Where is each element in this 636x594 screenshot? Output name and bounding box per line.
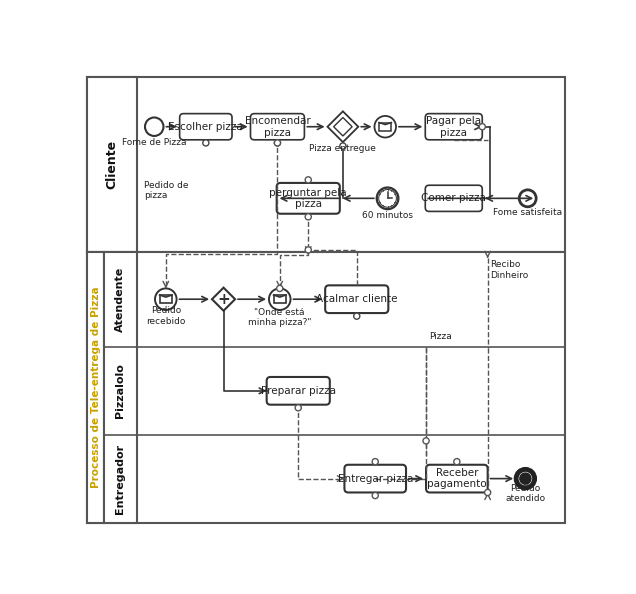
Text: Entregar pizza: Entregar pizza [338, 473, 413, 484]
Circle shape [372, 492, 378, 498]
Text: Receber
pagamento: Receber pagamento [427, 468, 487, 489]
Text: Fome satisfeita: Fome satisfeita [493, 208, 562, 217]
Bar [160, 295, 172, 304]
Text: 60 minutos: 60 minutos [362, 211, 413, 220]
Text: Entregador: Entregador [115, 444, 125, 514]
FancyBboxPatch shape [325, 285, 389, 313]
Circle shape [340, 143, 346, 149]
Text: Pizza entregue: Pizza entregue [310, 144, 377, 153]
Text: Pizza: Pizza [429, 331, 452, 341]
Circle shape [354, 313, 360, 319]
Circle shape [519, 190, 536, 207]
Circle shape [378, 189, 396, 207]
Circle shape [295, 405, 301, 411]
Polygon shape [334, 118, 352, 136]
Circle shape [305, 177, 311, 183]
Polygon shape [328, 111, 358, 142]
Circle shape [145, 118, 163, 136]
Circle shape [423, 438, 429, 444]
Circle shape [305, 214, 311, 220]
Circle shape [485, 489, 491, 495]
FancyBboxPatch shape [251, 113, 305, 140]
Circle shape [516, 469, 535, 488]
Text: "Onde está
minha pizza?": "Onde está minha pizza?" [248, 308, 312, 327]
Bar [87, 77, 565, 252]
Text: Recibo: Recibo [490, 260, 520, 269]
Text: Pedido
atendido: Pedido atendido [506, 484, 546, 503]
FancyBboxPatch shape [425, 185, 482, 211]
Bar [87, 252, 565, 523]
Text: Atendente: Atendente [115, 267, 125, 332]
Bar [273, 295, 286, 304]
Text: Preparar pizza: Preparar pizza [261, 386, 336, 396]
Bar [87, 252, 104, 523]
Circle shape [305, 247, 311, 253]
Circle shape [155, 289, 177, 310]
Text: Pedido de
pizza: Pedido de pizza [144, 181, 189, 200]
Circle shape [269, 289, 291, 310]
Bar [87, 77, 137, 252]
Text: perguntar pela
pizza: perguntar pela pizza [270, 188, 347, 209]
Circle shape [479, 124, 485, 130]
Text: Pedido
recebido: Pedido recebido [146, 307, 186, 326]
Circle shape [520, 473, 531, 484]
Circle shape [372, 459, 378, 465]
Circle shape [377, 188, 398, 209]
Text: Cliente: Cliente [106, 140, 118, 189]
Bar [379, 122, 391, 131]
Text: Encomendar
pizza: Encomendar pizza [245, 116, 310, 138]
Circle shape [274, 140, 280, 146]
Bar [104, 252, 137, 523]
FancyBboxPatch shape [179, 113, 232, 140]
Circle shape [453, 459, 460, 465]
FancyBboxPatch shape [266, 377, 330, 405]
Text: Comer pizza: Comer pizza [421, 193, 486, 203]
Text: Pizzalolo: Pizzalolo [115, 364, 125, 418]
Text: Escolher pizza: Escolher pizza [169, 122, 243, 132]
Circle shape [203, 140, 209, 146]
Polygon shape [212, 287, 235, 311]
Text: Fome de Pizza: Fome de Pizza [122, 138, 186, 147]
Circle shape [375, 116, 396, 137]
FancyBboxPatch shape [345, 465, 406, 492]
Text: Acalmar cliente: Acalmar cliente [316, 294, 398, 304]
Text: Dinheiro: Dinheiro [490, 271, 529, 280]
Circle shape [277, 285, 283, 292]
FancyBboxPatch shape [277, 183, 340, 214]
Text: +: + [217, 292, 230, 307]
Text: Processo de Tele-entrega de Pizza: Processo de Tele-entrega de Pizza [91, 286, 100, 488]
Circle shape [274, 140, 280, 146]
FancyBboxPatch shape [425, 113, 482, 140]
Text: Pagar pela
pizza: Pagar pela pizza [426, 116, 481, 138]
FancyBboxPatch shape [426, 465, 488, 492]
